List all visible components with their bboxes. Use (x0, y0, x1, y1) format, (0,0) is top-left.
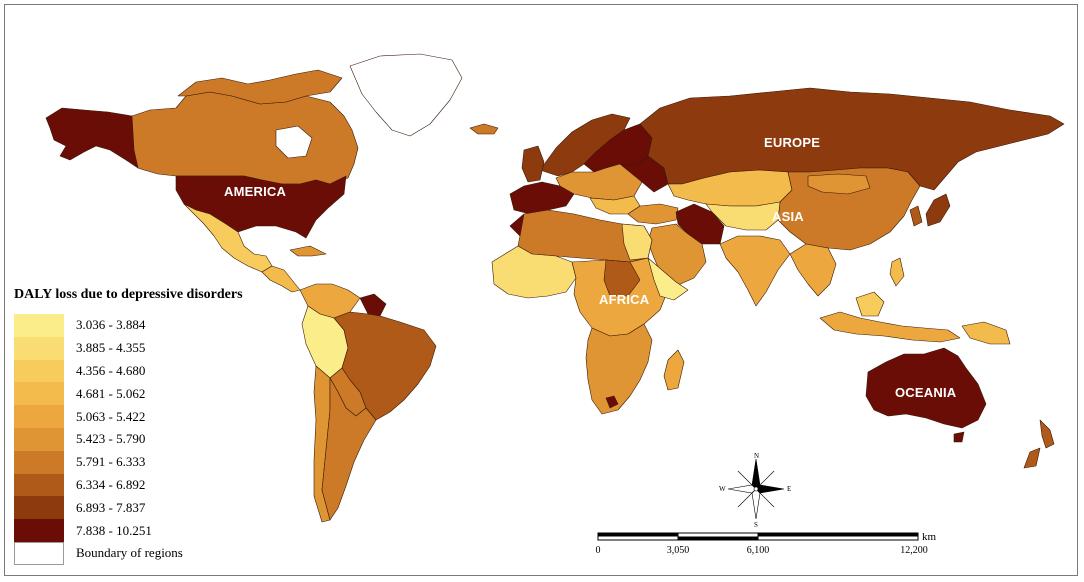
region-label-oceania: OCEANIA (895, 385, 957, 400)
scale-tick-0: 0 (595, 545, 601, 556)
legend-swatch (14, 427, 64, 451)
legend-swatch (14, 519, 64, 542)
map-country-uk (521, 145, 545, 183)
map-country-mongolia (807, 173, 871, 195)
map-country-france-spain (509, 181, 575, 215)
region-label-asia: ASIA (772, 209, 804, 224)
compass-e-label: E (787, 485, 791, 493)
legend-row: 3.036 - 3.884 (14, 314, 204, 337)
legend-row: 6.334 - 6.892 (14, 473, 204, 497)
map-country-canada (131, 91, 359, 185)
legend-swatch (14, 382, 64, 406)
legend-swatch-boundary (14, 541, 64, 565)
map-country-iceland (469, 123, 499, 135)
map-country-cuba (289, 245, 327, 257)
legend-row: 3.885 - 4.355 (14, 336, 204, 360)
map-country-india (719, 235, 791, 307)
map-country-philippines (889, 257, 905, 287)
map-country-lesotho (605, 395, 619, 409)
map-country-papua (961, 321, 1011, 345)
legend-swatch (14, 359, 64, 383)
map-country-alaska (45, 107, 139, 169)
map-country-madagascar (663, 349, 685, 391)
map-hudson-bay (275, 125, 313, 159)
map-country-horn (647, 257, 689, 301)
north-arrow-compass-icon: N S E W (719, 452, 791, 527)
map-country-guianas (359, 293, 387, 317)
legend-row: 7.838 - 10.251 (14, 519, 204, 542)
legend-row: 4.356 - 4.680 (14, 359, 204, 383)
legend: 3.036 - 3.884 3.885 - 4.355 4.356 - 4.680 4… (14, 314, 204, 565)
legend-swatch (14, 450, 64, 474)
map-country-argentina (321, 377, 377, 521)
legend-row: 4.681 - 5.062 (14, 382, 204, 406)
legend-swatch (14, 405, 64, 428)
legend-row: 6.893 - 7.837 (14, 496, 204, 520)
map-country-southeast-asia (789, 243, 837, 297)
compass-n-label: N (754, 452, 759, 460)
map-country-sudan (603, 259, 641, 297)
map-country-new-zealand (1039, 419, 1055, 449)
legend-label-boundary: Boundary of regions (76, 545, 183, 561)
region-label-europe: EUROPE (764, 135, 821, 150)
map-country-arctic-islands (177, 69, 343, 105)
legend-label: 4.681 - 5.062 (76, 385, 146, 401)
legend-swatch (14, 336, 64, 360)
map-country-indonesia (819, 311, 961, 343)
legend-label: 3.885 - 4.355 (76, 340, 146, 356)
compass-w-label: W (719, 485, 726, 493)
map-country-central-america (261, 265, 301, 293)
legend-row: 5.791 - 6.333 (14, 450, 204, 474)
scale-tick-3: 12,200 (900, 545, 928, 556)
scale-tick-2: 6,100 (746, 545, 770, 556)
map-country-japan (925, 193, 951, 227)
legend-label: 3.036 - 3.884 (76, 317, 146, 333)
legend-swatch (14, 496, 64, 520)
map-country-australia (865, 347, 987, 429)
legend-swatch (14, 473, 64, 497)
map-country-west-africa (491, 245, 577, 299)
map-country-southern-africa (585, 323, 653, 415)
map-country-borneo (855, 291, 885, 317)
legend-row-boundary: Boundary of regions (14, 541, 204, 565)
legend-row: 5.423 - 5.790 (14, 427, 204, 451)
legend-title: DALY loss due to depressive disorders (14, 287, 243, 302)
legend-label: 6.334 - 6.892 (76, 476, 146, 492)
map-country-korea (909, 205, 923, 227)
legend-row: 5.063 - 5.422 (14, 405, 204, 428)
legend-label: 5.423 - 5.790 (76, 431, 146, 447)
legend-label: 5.063 - 5.422 (76, 408, 146, 424)
scale-bar-graphic (597, 532, 919, 541)
region-label-africa: AFRICA (599, 292, 650, 307)
legend-label: 7.838 - 10.251 (76, 522, 152, 538)
scale-tick-1: 3,050 (666, 545, 690, 556)
region-label-america: AMERICA (224, 184, 287, 199)
scale-bar: 0 3,050 6,100 12,200 km (595, 531, 937, 561)
map-country-tasmania (953, 431, 965, 443)
legend-label: 5.791 - 6.333 (76, 454, 146, 470)
legend-swatch (14, 314, 64, 337)
scale-unit: km (922, 531, 937, 543)
legend-label: 4.356 - 4.680 (76, 362, 146, 378)
map-country-central-asia (705, 201, 781, 231)
compass-s-label: S (754, 521, 758, 527)
legend-label: 6.893 - 7.837 (76, 499, 146, 515)
map-country-greenland (349, 53, 463, 137)
map-country-new-zealand-south (1023, 447, 1041, 469)
